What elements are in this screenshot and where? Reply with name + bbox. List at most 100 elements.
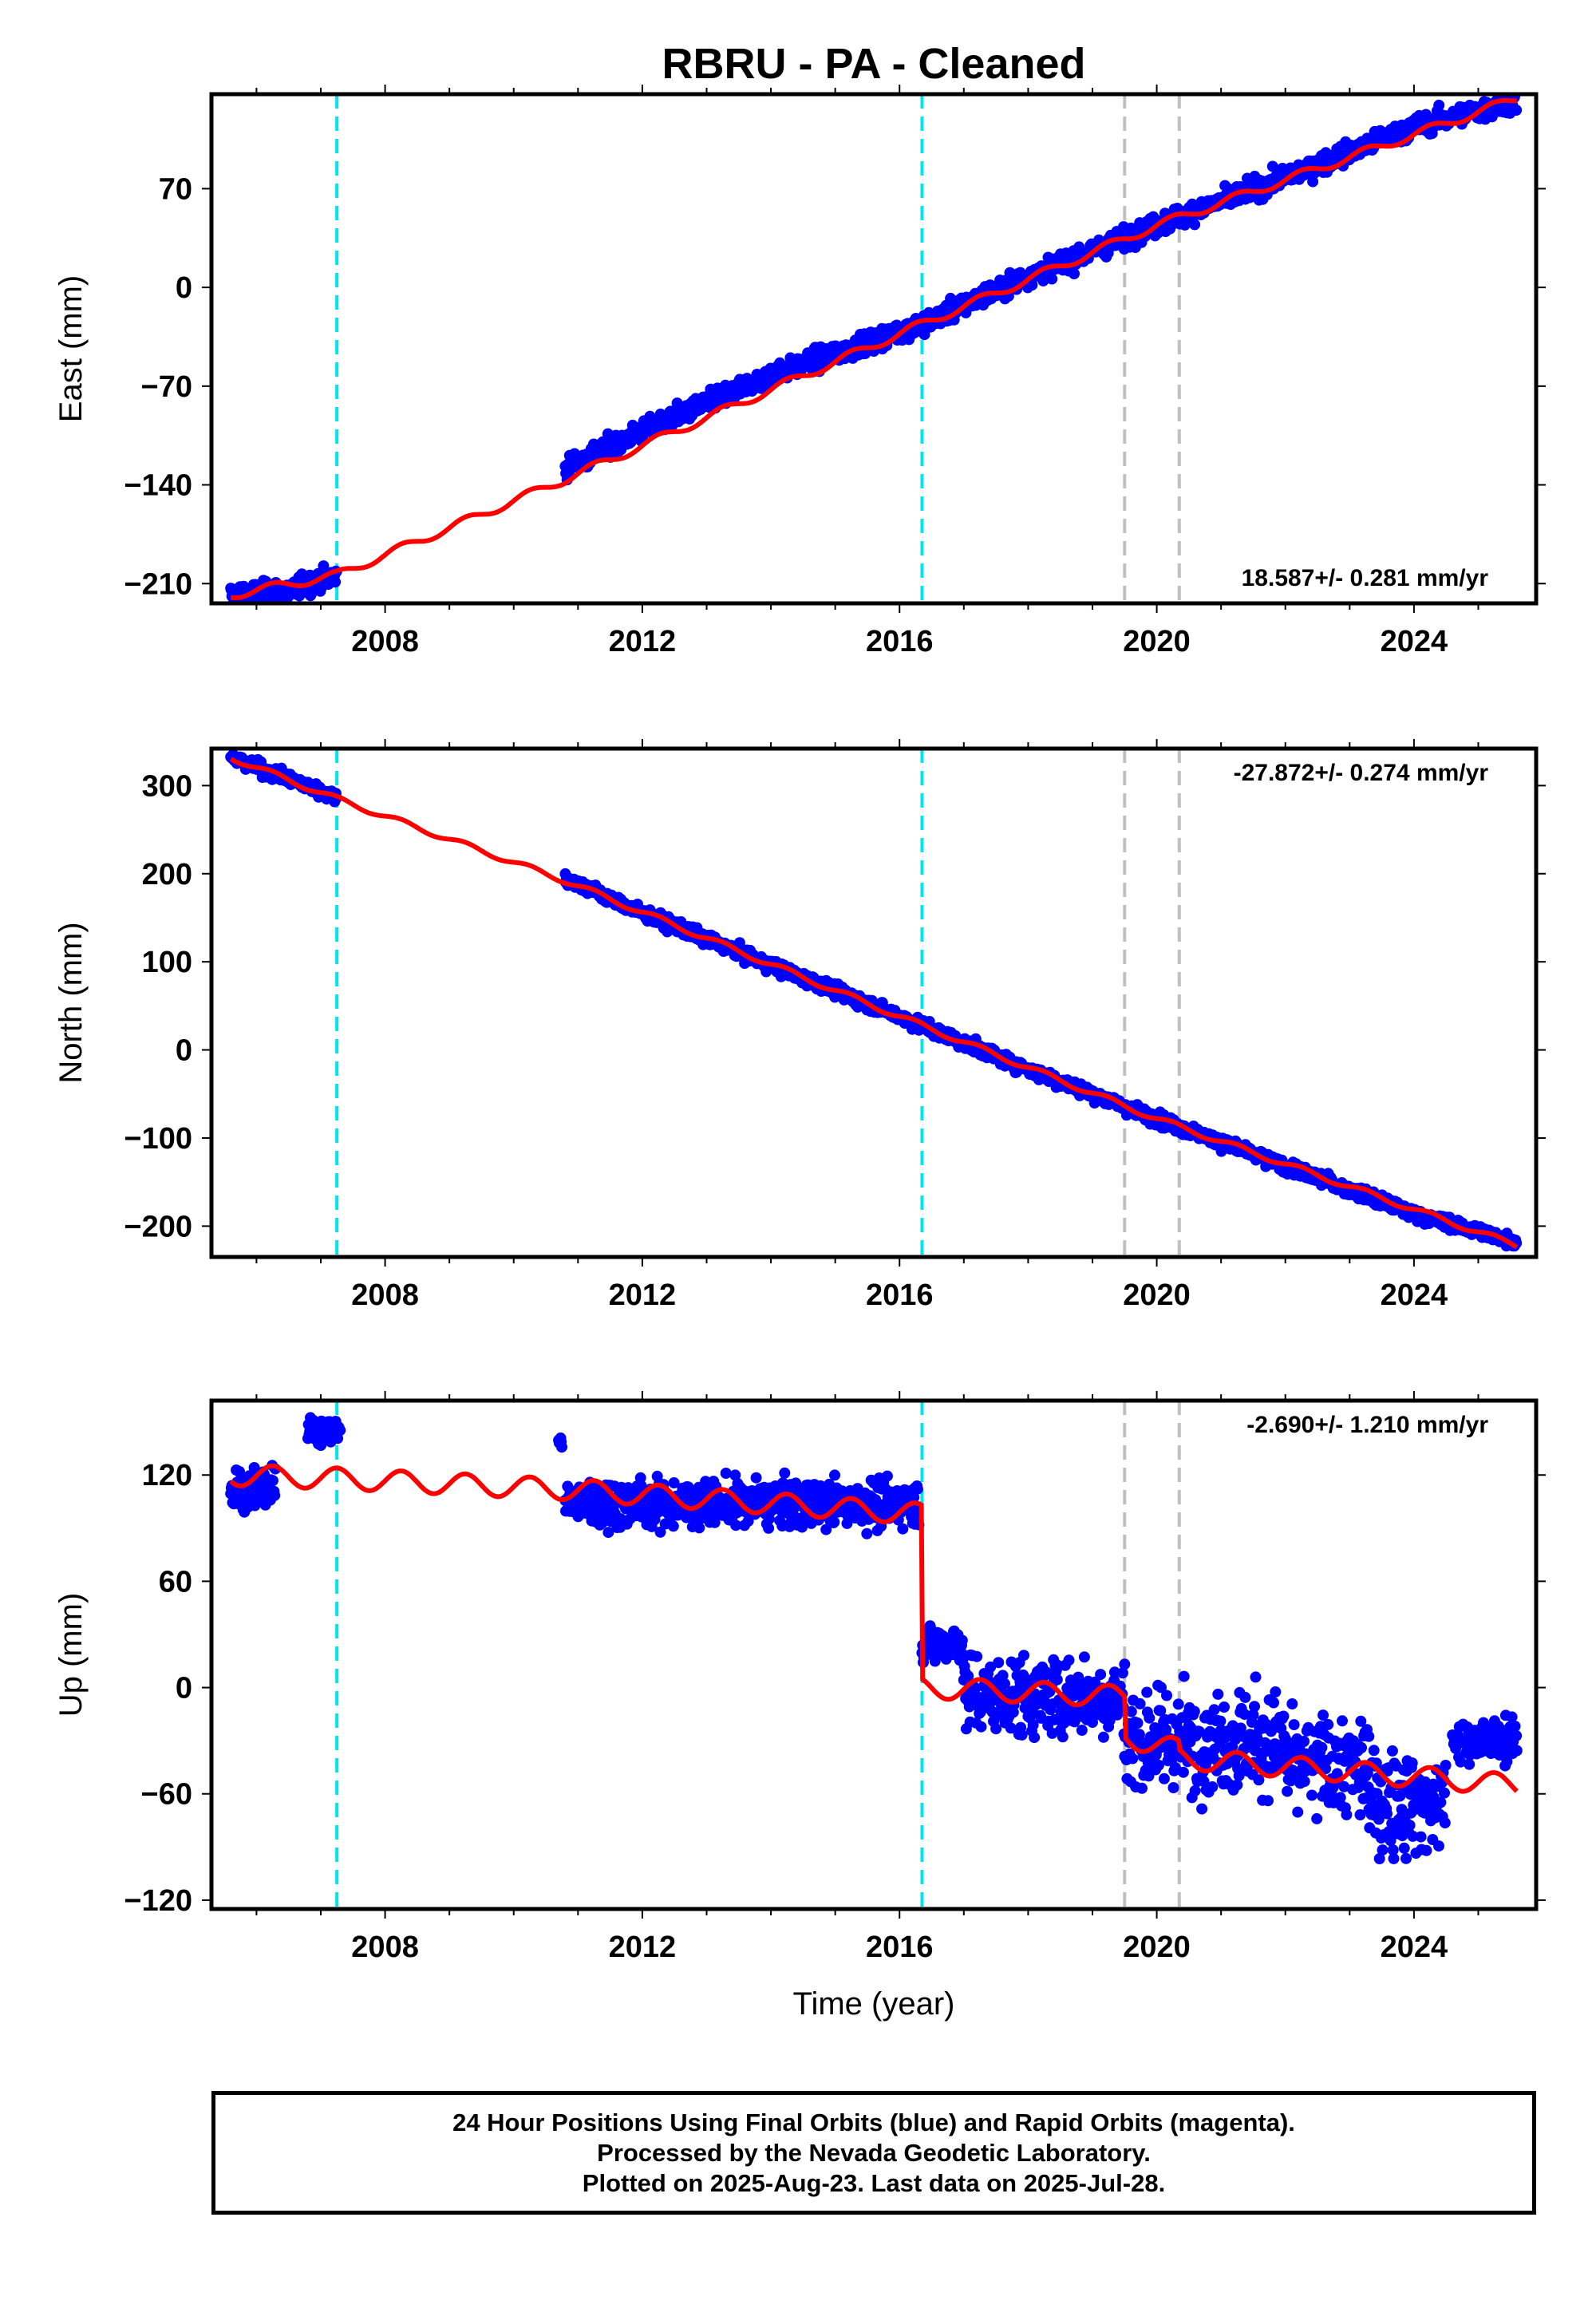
chart-title: RBRU - PA - Cleaned [662,40,1085,88]
y-tick-label: −100 [124,1122,192,1156]
x-tick-label: 2020 [1123,625,1191,658]
data-point [1069,268,1080,279]
data-point [1172,1698,1184,1710]
y-tick-label: −140 [124,469,192,503]
data-point [779,1467,791,1479]
data-point [1141,1686,1153,1698]
data-point [1341,1808,1353,1820]
data-point [975,1721,987,1733]
y-tick-label: 200 [142,858,192,891]
data-point [1316,1741,1328,1753]
data-point [1212,1688,1224,1700]
data-point [1127,1753,1139,1765]
data-point [556,1441,567,1453]
data-point [1311,1812,1323,1824]
data-point [1046,273,1058,285]
data-point [881,1470,893,1482]
data-point [1433,99,1445,111]
data-point [742,1516,754,1528]
data-point [828,1516,840,1528]
data-point [700,1476,712,1488]
x-tick-label: 2008 [351,625,419,658]
data-point [1161,1690,1172,1701]
data-point [622,1482,634,1494]
data-point [667,1520,679,1532]
data-point [729,1469,741,1481]
data-point [1134,1697,1146,1709]
data-point [1239,1691,1251,1703]
data-point [1097,1731,1109,1743]
data-point [956,1634,968,1646]
plot-area [225,749,1523,1257]
data-point [1337,1715,1348,1727]
data-point [763,1522,775,1534]
data-point [1196,1803,1208,1815]
data-point [234,1466,245,1477]
data-point [1177,1766,1189,1778]
data-point [602,1527,614,1539]
y-tick-label: −200 [124,1210,192,1243]
data-point [1511,105,1523,116]
plot-frame [209,92,1539,606]
data-point [918,329,930,341]
x-tick-label: 2008 [351,1279,419,1312]
data-point [1208,1704,1220,1716]
panel-2: 2008 2012 2016 2020 2024−200−1000100200300No… [53,739,1546,1312]
daily-positions [225,1412,1523,1864]
data-point [1136,1782,1148,1794]
data-point [1282,1785,1294,1797]
data-point [911,1483,923,1495]
data-point [720,1468,732,1479]
y-tick-label: −70 [141,370,192,404]
data-point [971,1650,983,1662]
data-point [1286,1698,1298,1709]
data-point [1018,1650,1029,1662]
data-point [1298,1776,1310,1788]
data-point [1262,1795,1274,1807]
data-point [267,1475,279,1487]
data-point [829,1469,840,1481]
data-point [1270,1686,1282,1697]
velocity-label: -27.872+/- 0.274 mm/yr [1234,760,1489,786]
data-point [1298,1736,1310,1747]
x-tick-label: 2016 [866,625,934,658]
data-point [1356,1742,1367,1753]
data-point [334,1425,346,1437]
data-point [1249,1701,1260,1713]
data-point [1266,160,1278,172]
data-point [1219,1701,1230,1713]
daily-positions [225,749,1523,1252]
x-tick-label: 2024 [1381,1279,1448,1312]
data-point [1189,219,1201,231]
data-point [709,1516,721,1528]
y-tick-label: 100 [142,946,192,979]
data-point [248,1462,260,1473]
data-point [1144,1712,1156,1724]
data-point [1026,279,1038,291]
data-point [682,1481,694,1493]
x-tick-label: 2012 [609,1279,677,1312]
data-point [668,1477,680,1488]
data-point [1278,1710,1290,1722]
model-fit-line [230,97,1517,600]
data-point [330,576,342,588]
y-axis-label: East (mm) [53,275,89,422]
data-point [1306,1789,1317,1801]
data-point [897,1523,909,1535]
y-tick-label: 0 [176,1034,192,1068]
data-point [693,1522,705,1534]
y-tick-label: 0 [176,271,192,305]
data-point [654,1526,666,1538]
data-point [1189,1784,1201,1796]
x-tick-label: 2016 [866,1279,934,1312]
data-point [1207,1781,1219,1792]
model-fit-line [229,757,1519,1250]
data-point [1016,1729,1028,1741]
data-point [861,1528,873,1539]
plot-frame [209,746,1539,1259]
data-point [1178,1670,1190,1682]
data-point [1288,1719,1300,1731]
data-point [596,1517,608,1529]
